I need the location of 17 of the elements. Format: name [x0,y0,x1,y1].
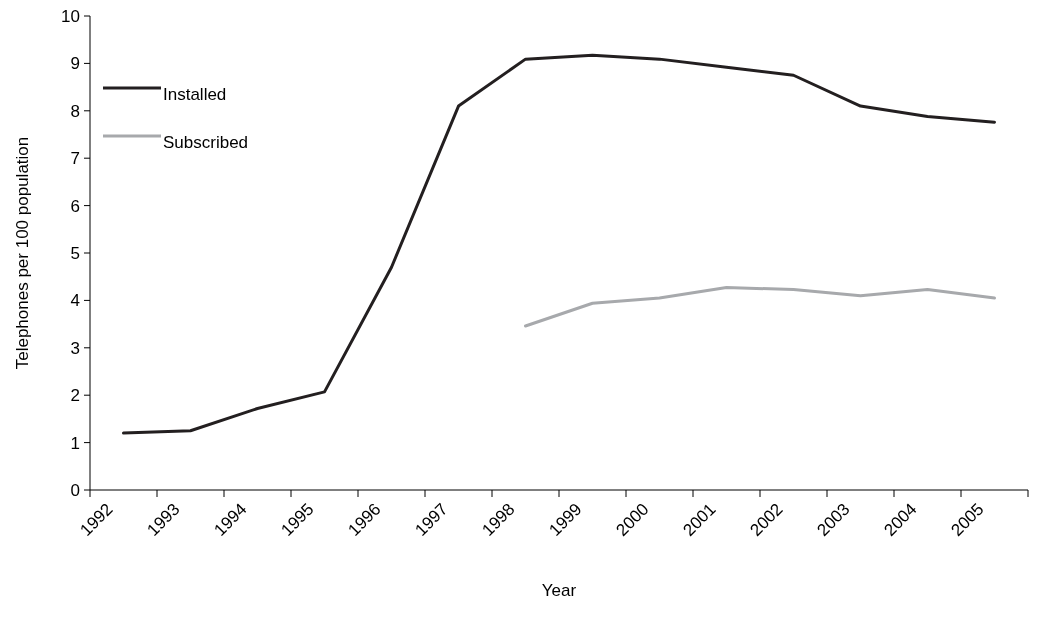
y-tick-label: 8 [70,101,80,121]
y-tick-label: 9 [70,54,80,74]
line-series [524,286,996,328]
y-tick-label: 3 [70,338,80,358]
line-series [122,53,996,435]
legend-label: Subscribed [163,132,249,152]
y-tick-label: 4 [70,291,80,311]
y-tick-label: 2 [70,386,80,406]
y-tick-label: 10 [61,6,80,26]
legend-label: Installed [163,84,227,104]
y-tick-label: 7 [70,149,80,169]
y-tick-label: 1 [70,433,80,453]
y-axis-title: Telephones per 100 population [13,136,32,370]
y-tick-label: 6 [70,196,80,216]
x-axis-title: Year [541,581,577,600]
y-tick-label: 5 [70,243,80,263]
y-tick-label: 0 [70,480,80,500]
